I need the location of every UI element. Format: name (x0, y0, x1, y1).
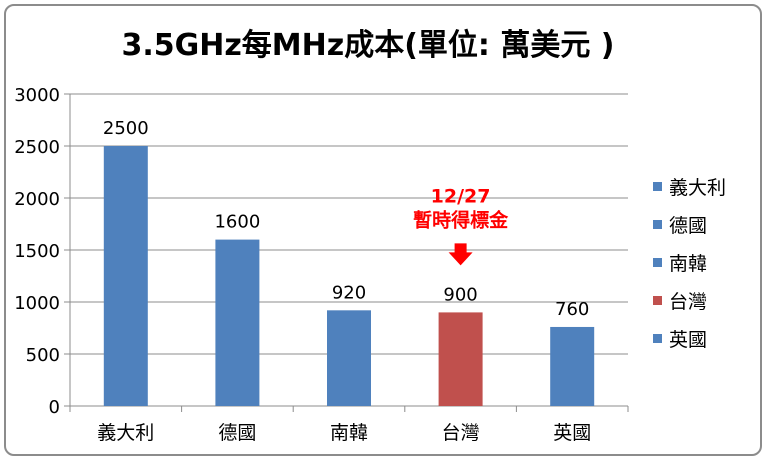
legend-label: 台灣 (669, 291, 707, 313)
down-arrow-icon (448, 243, 473, 266)
x-tick-label: 南韓 (330, 422, 368, 444)
bar-2 (215, 239, 260, 406)
legend-label: 義大利 (669, 177, 726, 199)
legend-swatch (653, 182, 662, 191)
x-tick-label: 台灣 (442, 422, 480, 444)
x-tick-label: 義大利 (97, 422, 154, 444)
data-label: 1600 (214, 212, 260, 233)
bar-1 (103, 146, 148, 406)
legend-label: 南韓 (669, 253, 707, 275)
bar-4 (438, 312, 483, 406)
legend-swatch (653, 296, 662, 305)
y-tick-label: 500 (26, 345, 60, 366)
chart-title: 3.5GHz每MHz成本(單位: 萬美元 ) (121, 28, 614, 63)
legend-swatch (653, 334, 662, 343)
x-tick-label: 英國 (553, 422, 591, 444)
y-tick-label: 1000 (14, 293, 60, 314)
y-tick-label: 3000 (14, 85, 60, 106)
y-tick-label: 2000 (14, 189, 60, 210)
y-tick-label: 2500 (14, 137, 60, 158)
y-tick-label: 0 (49, 397, 60, 418)
data-label: 2500 (103, 118, 149, 139)
data-label: 920 (332, 282, 366, 303)
legend-label: 英國 (669, 329, 707, 351)
bar-3 (327, 310, 371, 406)
x-tick-label: 德國 (218, 422, 256, 444)
annotation-text: 暫時得標金 (413, 208, 509, 231)
bar-5 (550, 326, 595, 406)
y-tick-label: 1500 (14, 241, 60, 262)
legend-label: 德國 (669, 215, 707, 237)
data-label: 760 (555, 299, 589, 320)
legend-swatch (653, 220, 662, 229)
legend-swatch (653, 258, 662, 267)
annotation-date: 12/27 (431, 185, 491, 207)
data-label: 900 (443, 284, 477, 305)
